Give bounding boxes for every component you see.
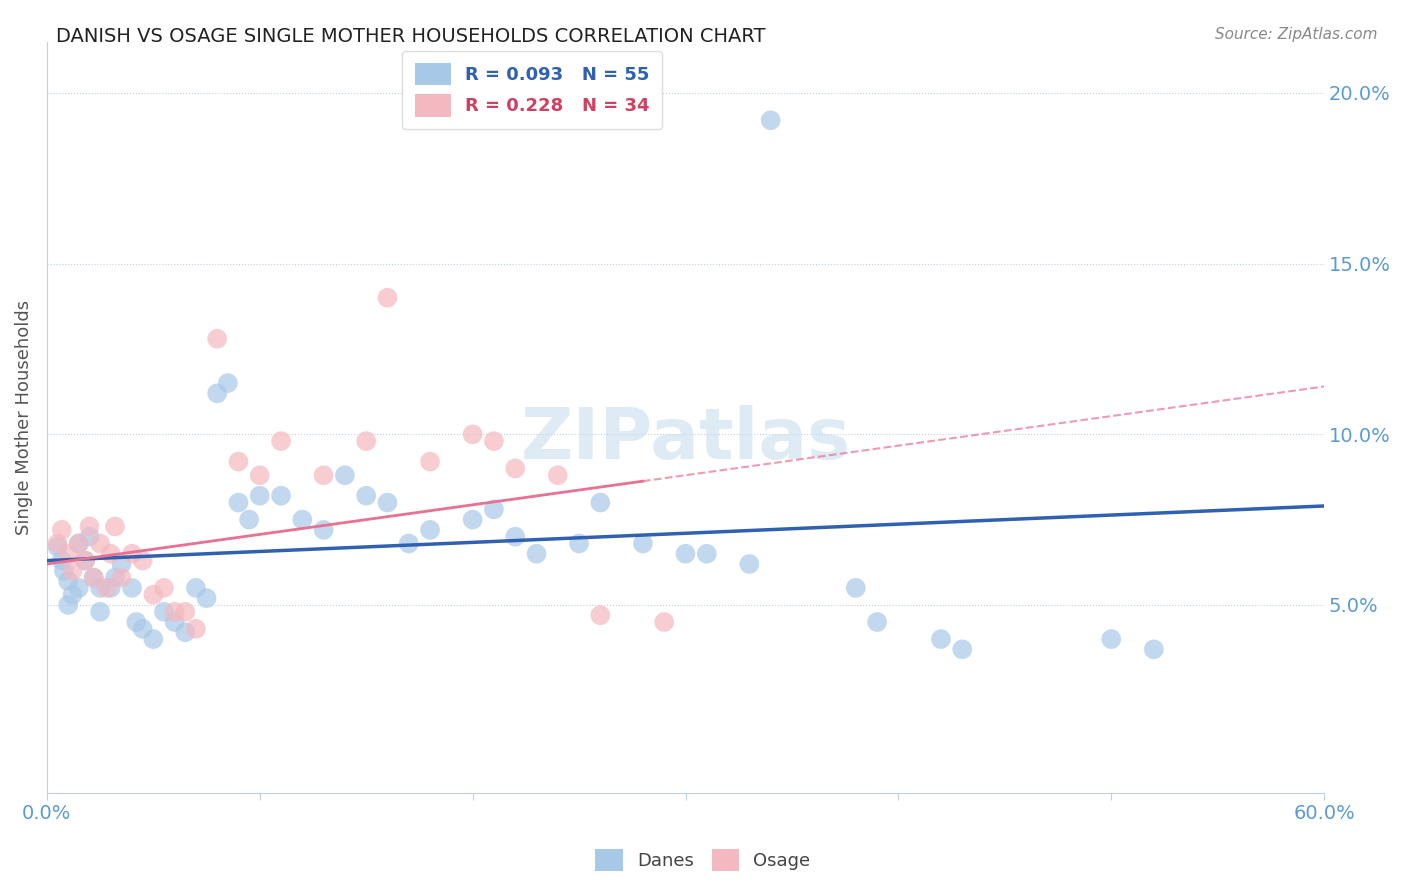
Point — [142, 588, 165, 602]
Point — [104, 519, 127, 533]
Point — [62, 564, 84, 578]
Point — [110, 557, 132, 571]
Point — [195, 591, 218, 606]
Point — [184, 581, 207, 595]
Point — [62, 588, 84, 602]
Point — [631, 536, 654, 550]
Point — [419, 523, 441, 537]
Point — [270, 434, 292, 449]
Point — [461, 513, 484, 527]
Point — [75, 553, 97, 567]
Point — [142, 632, 165, 646]
Point — [56, 547, 79, 561]
Point — [205, 332, 228, 346]
Point — [46, 536, 69, 550]
Point — [217, 376, 239, 390]
Point — [1143, 642, 1166, 657]
Point — [104, 571, 127, 585]
Point — [100, 547, 122, 561]
Point — [79, 530, 101, 544]
Point — [398, 536, 420, 550]
Point — [131, 553, 153, 567]
Point — [184, 622, 207, 636]
Point — [83, 571, 105, 585]
Point — [589, 608, 612, 623]
Point — [461, 427, 484, 442]
Point — [568, 536, 591, 550]
Point — [83, 571, 105, 585]
Point — [174, 625, 197, 640]
Point — [125, 615, 148, 629]
Point — [675, 547, 697, 561]
Point — [121, 581, 143, 595]
Point — [291, 513, 314, 527]
Point — [589, 495, 612, 509]
Point — [228, 495, 250, 509]
Point — [238, 513, 260, 527]
Point — [174, 605, 197, 619]
Point — [205, 386, 228, 401]
Text: DANISH VS OSAGE SINGLE MOTHER HOUSEHOLDS CORRELATION CHART: DANISH VS OSAGE SINGLE MOTHER HOUSEHOLDS… — [56, 27, 766, 45]
Point — [56, 598, 79, 612]
Point — [759, 113, 782, 128]
Point — [51, 553, 73, 567]
Point — [354, 434, 377, 449]
Point — [67, 536, 90, 550]
Point — [67, 536, 90, 550]
Point — [153, 605, 176, 619]
Point — [526, 547, 548, 561]
Point — [67, 581, 90, 595]
Point — [547, 468, 569, 483]
Point — [482, 434, 505, 449]
Point — [89, 605, 111, 619]
Point — [482, 502, 505, 516]
Point — [56, 574, 79, 588]
Legend: R = 0.093   N = 55, R = 0.228   N = 34: R = 0.093 N = 55, R = 0.228 N = 34 — [402, 51, 662, 129]
Point — [163, 605, 186, 619]
Y-axis label: Single Mother Households: Single Mother Households — [15, 300, 32, 535]
Point — [696, 547, 718, 561]
Point — [121, 547, 143, 561]
Point — [354, 489, 377, 503]
Point — [131, 622, 153, 636]
Point — [503, 530, 526, 544]
Point — [249, 468, 271, 483]
Point — [163, 615, 186, 629]
Point — [89, 581, 111, 595]
Point — [333, 468, 356, 483]
Text: ZIPatlas: ZIPatlas — [520, 405, 851, 475]
Point — [46, 540, 69, 554]
Point — [312, 468, 335, 483]
Point — [377, 495, 399, 509]
Point — [153, 581, 176, 595]
Point — [51, 523, 73, 537]
Point — [79, 519, 101, 533]
Point — [652, 615, 675, 629]
Point — [75, 553, 97, 567]
Point — [929, 632, 952, 646]
Point — [738, 557, 761, 571]
Point — [503, 461, 526, 475]
Point — [96, 581, 118, 595]
Point — [228, 454, 250, 468]
Point — [845, 581, 868, 595]
Point — [52, 564, 75, 578]
Point — [377, 291, 399, 305]
Point — [1099, 632, 1122, 646]
Point — [312, 523, 335, 537]
Point — [419, 454, 441, 468]
Point — [950, 642, 973, 657]
Point — [249, 489, 271, 503]
Point — [270, 489, 292, 503]
Point — [89, 536, 111, 550]
Text: Source: ZipAtlas.com: Source: ZipAtlas.com — [1215, 27, 1378, 42]
Legend: Danes, Osage: Danes, Osage — [588, 842, 818, 879]
Point — [110, 571, 132, 585]
Point — [100, 581, 122, 595]
Point — [866, 615, 889, 629]
